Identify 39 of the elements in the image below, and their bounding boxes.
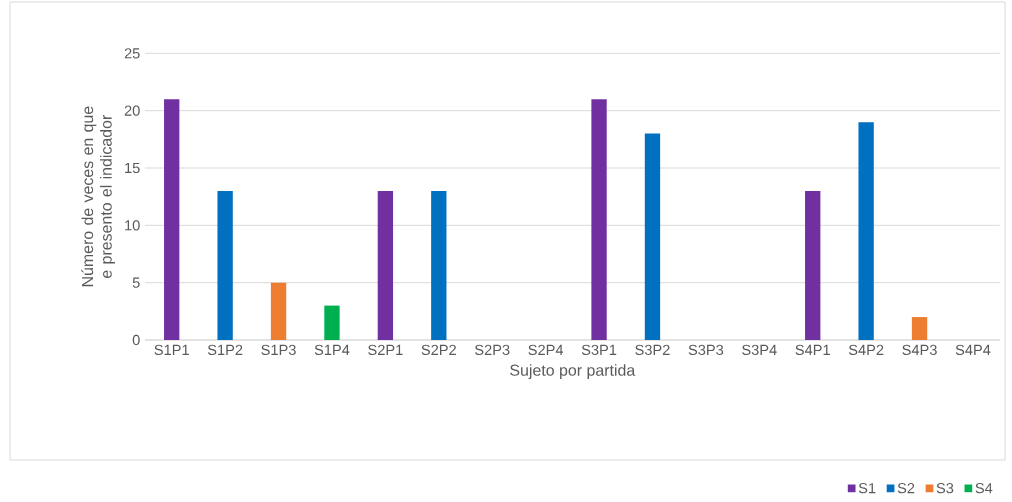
x-tick-label: S3P2 [635, 344, 670, 356]
x-tick-label: S2P2 [421, 344, 456, 356]
bar [164, 99, 180, 340]
bar [270, 282, 287, 340]
x-tick-label: S4P3 [902, 344, 937, 356]
bar [644, 133, 661, 340]
x-tick-label: S1P2 [207, 344, 243, 356]
x-tick-label: S2P1 [368, 344, 403, 356]
bar [377, 190, 394, 340]
x-tick-label: S4P4 [955, 344, 991, 356]
x-tick-label: S1P4 [314, 344, 350, 356]
bar [591, 99, 607, 340]
bar [911, 317, 928, 340]
bar [858, 122, 874, 340]
bar [324, 305, 340, 340]
y-tick-label: 0 [132, 334, 140, 346]
y-tick-label: 20 [124, 105, 140, 116]
x-tick-label: S4P1 [795, 344, 830, 356]
x-tick-label: S2P3 [475, 344, 510, 356]
y-axis-title: Número de veces en que e presento el indicador [81, 106, 115, 287]
x-tick-label: S4P2 [848, 344, 884, 356]
bar [805, 190, 821, 340]
legend-label: S2 [897, 482, 915, 494]
y-tick-label: 10 [125, 220, 140, 231]
legend-label: S4 [975, 482, 993, 494]
legend-label: S3 [936, 482, 954, 494]
x-tick-label: S3P1 [581, 344, 617, 356]
legend-label: S1 [858, 482, 876, 494]
y-tick-label: 15 [125, 162, 140, 174]
x-tick-label: S3P4 [742, 344, 777, 356]
x-tick-label: S3P3 [688, 344, 724, 356]
bar [217, 190, 233, 340]
y-tick-label: 25 [124, 48, 140, 59]
x-tick-label: S1P3 [261, 344, 296, 356]
x-axis-title: Sujeto por partida [510, 364, 636, 380]
y-tick-label: 5 [132, 277, 140, 288]
x-tick-label: S2P4 [528, 344, 564, 356]
bar [431, 190, 447, 340]
x-tick-label: S1P1 [154, 344, 189, 356]
